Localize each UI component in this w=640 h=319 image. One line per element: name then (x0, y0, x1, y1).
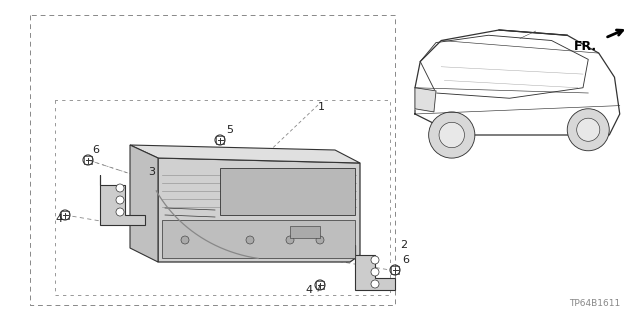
Bar (84, 156, 92, 164)
Polygon shape (100, 175, 145, 225)
Bar (290, 226, 320, 238)
Bar (391, 266, 399, 274)
Bar (216, 136, 224, 144)
Circle shape (116, 196, 124, 204)
Text: FR.: FR. (574, 40, 597, 53)
Text: TP64B1611: TP64B1611 (570, 299, 621, 308)
Text: 6: 6 (402, 255, 409, 265)
Text: 1: 1 (318, 102, 325, 112)
Text: 4: 4 (305, 285, 312, 295)
Text: 3: 3 (148, 167, 155, 177)
Circle shape (371, 256, 379, 264)
Circle shape (316, 236, 324, 244)
Polygon shape (130, 145, 158, 262)
Circle shape (286, 236, 294, 244)
Circle shape (429, 112, 475, 158)
Polygon shape (355, 245, 395, 290)
Circle shape (116, 184, 124, 192)
Bar (316, 281, 324, 289)
Polygon shape (220, 168, 355, 215)
Text: 4: 4 (55, 214, 62, 224)
Circle shape (577, 118, 600, 141)
Circle shape (371, 280, 379, 288)
Text: 2: 2 (400, 240, 407, 250)
Polygon shape (415, 88, 436, 112)
Text: 6: 6 (92, 145, 99, 155)
Circle shape (371, 268, 379, 276)
Circle shape (439, 122, 465, 148)
Bar (61, 211, 68, 219)
Circle shape (246, 236, 254, 244)
Circle shape (116, 208, 124, 216)
Polygon shape (158, 158, 360, 262)
Text: 5: 5 (226, 125, 233, 135)
Circle shape (567, 109, 609, 151)
Polygon shape (162, 220, 355, 258)
Polygon shape (130, 145, 360, 163)
Circle shape (181, 236, 189, 244)
